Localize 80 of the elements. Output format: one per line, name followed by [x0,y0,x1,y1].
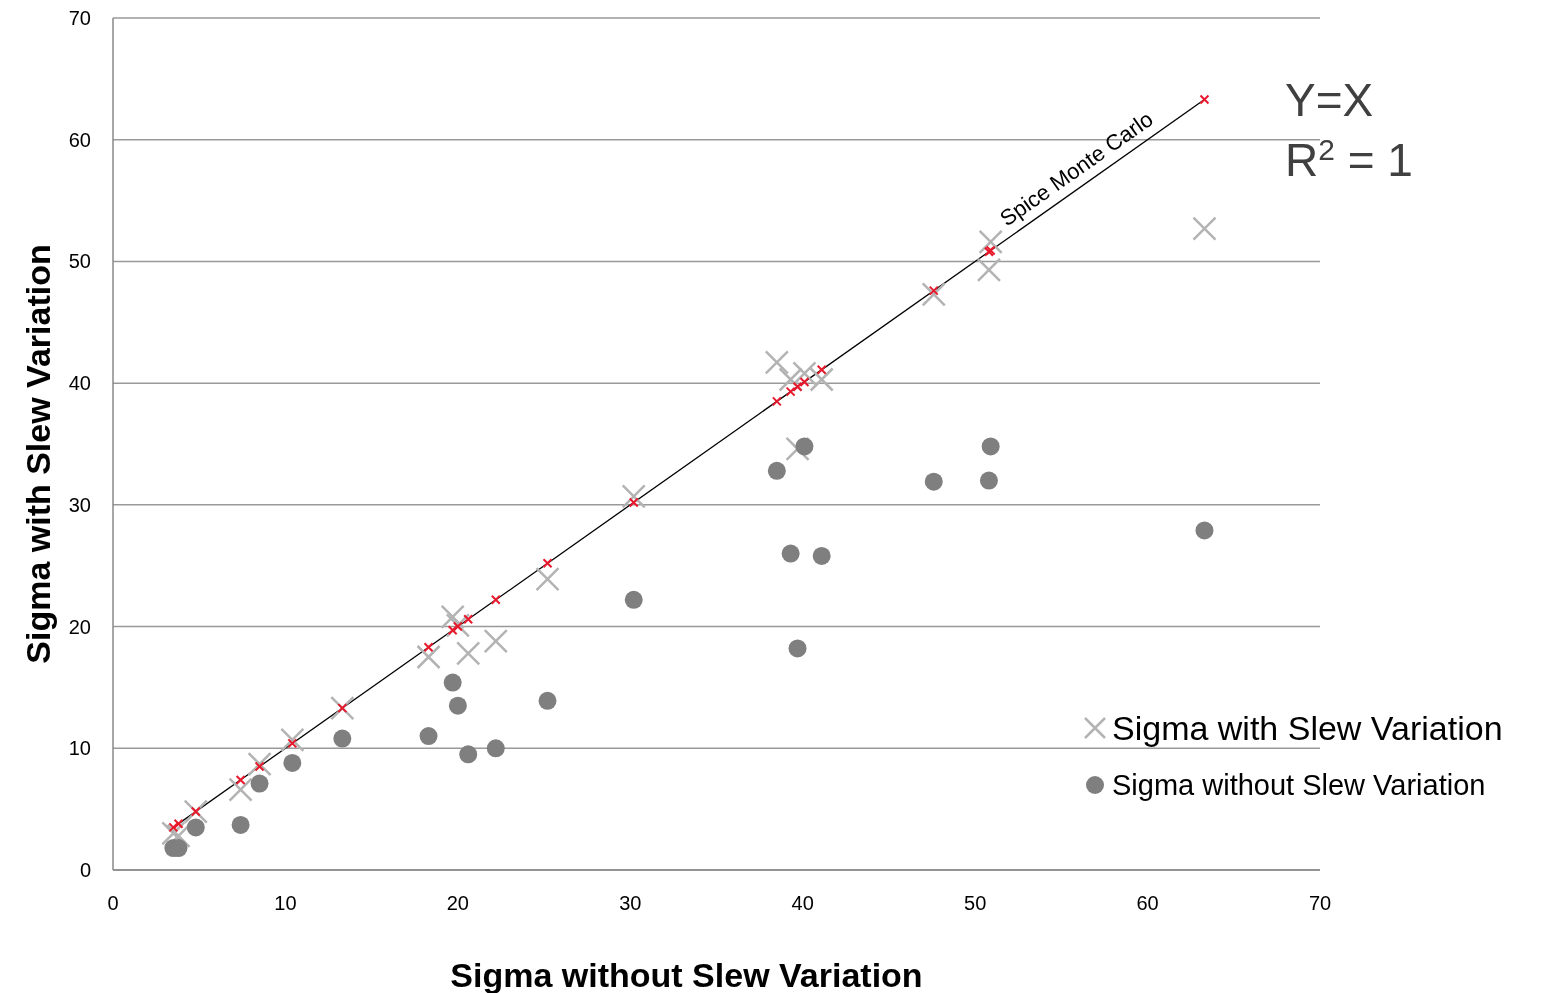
point [190,806,201,817]
point [337,703,348,714]
point [490,594,501,605]
point [792,361,817,386]
point [440,604,465,630]
point [976,257,1002,283]
point [161,821,186,846]
point [816,364,827,375]
x-tick-label: 0 [107,892,119,914]
point [978,229,1003,255]
point [781,544,800,563]
point [443,673,462,692]
point [419,727,438,746]
point [287,738,298,749]
y-tick-label: 20 [68,615,91,638]
point [1195,521,1214,540]
x-tick-label: 20 [446,892,469,914]
point [455,641,481,666]
point [483,628,509,654]
y-tick-label: 40 [68,372,91,395]
point [486,739,505,758]
point [542,558,553,569]
point [173,818,184,829]
x-tick-label: 50 [964,892,987,914]
point [447,625,458,636]
y-axis-title: Sigma with Slew Variation [19,244,57,664]
point [538,691,557,710]
annotation: R$^{2}$ = 1 [1285,132,1413,186]
point [795,437,814,456]
point [785,386,796,397]
point [423,642,434,653]
point [416,644,441,670]
point [459,745,478,764]
point [981,437,1000,456]
point [621,484,646,509]
y-tick-label: 30 [68,493,91,516]
point [1192,216,1217,241]
annotation: Y=X [1285,74,1374,126]
point [235,774,246,785]
x-tick-label: 60 [1136,892,1159,914]
x-tick-label: 40 [791,892,814,914]
legend-label: Sigma with Slew Variation [1112,708,1503,747]
point [764,350,790,375]
legend-label: Sigma without Slew Variation [1112,769,1486,802]
point [812,546,831,565]
point [254,761,265,772]
point [771,396,782,407]
y-tick-label: 50 [68,250,91,273]
y-tick-label: 10 [68,737,91,760]
point [979,471,998,490]
x-tick-label: 30 [619,892,642,914]
y-tick-label: 0 [79,859,91,881]
point [247,751,272,777]
point [186,818,205,837]
point [535,566,560,592]
point [463,614,474,625]
point [921,282,947,307]
point [231,815,250,834]
point [228,777,253,802]
point [168,822,179,833]
point [448,696,467,715]
point [283,753,302,772]
point [1199,94,1210,105]
point [809,367,834,392]
y-tick-label: 60 [68,128,91,151]
x-tick-label: 70 [1308,892,1332,914]
point [250,774,269,793]
point [928,285,939,296]
point [333,729,352,748]
x-tick-label: 10 [274,892,297,914]
point [792,381,803,392]
point [624,590,643,609]
point [452,621,463,632]
y-tick-label: 70 [68,7,91,29]
point [628,497,639,508]
point [767,461,786,480]
point [280,727,305,753]
point [788,639,807,658]
point [924,472,943,491]
point [799,376,810,387]
